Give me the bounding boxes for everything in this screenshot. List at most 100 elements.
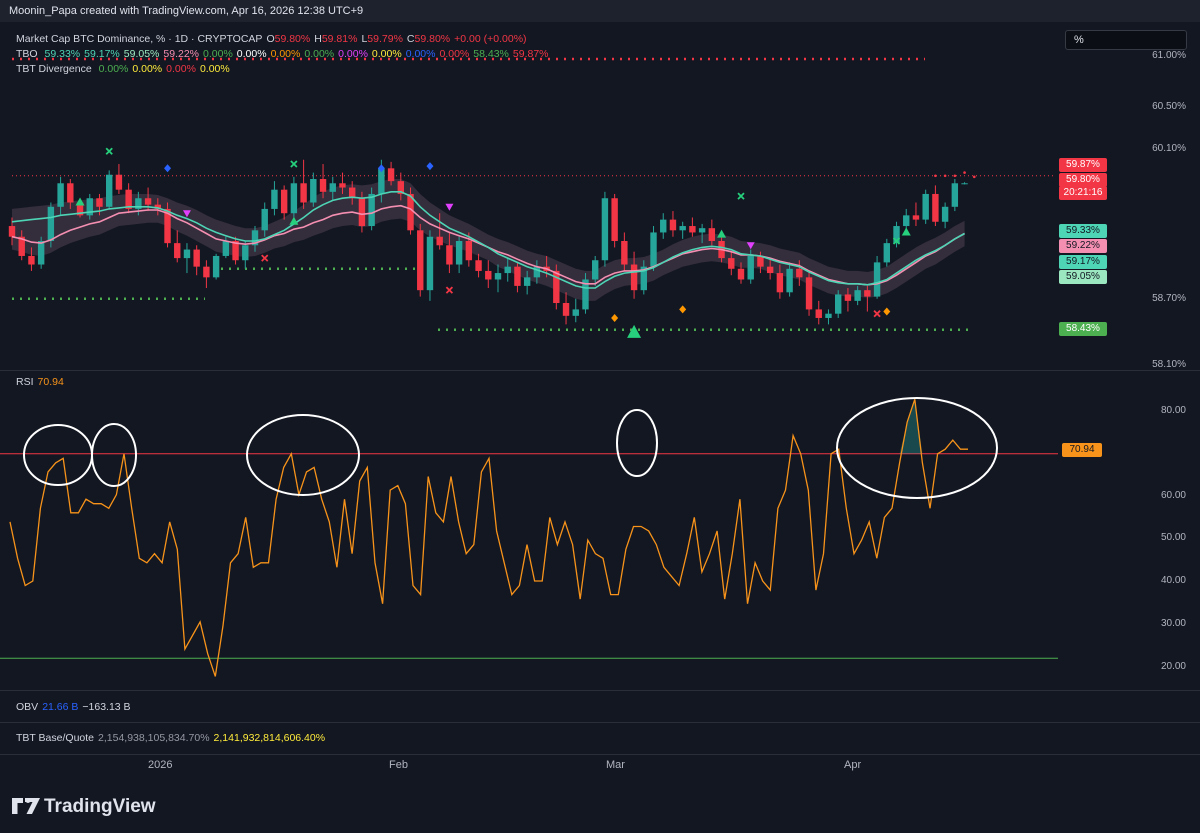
candle-body — [932, 193, 939, 222]
plot-area[interactable] — [0, 22, 1200, 755]
candle-body — [601, 198, 609, 261]
obv-value-2: −163.13 B — [82, 701, 131, 713]
diamond-marker — [611, 313, 619, 322]
tbo-value: 0.00% — [270, 48, 301, 60]
sell-signal-marker — [445, 203, 454, 211]
candle-body — [485, 270, 492, 280]
candle-body — [319, 179, 327, 192]
candle-body — [864, 290, 871, 297]
projection-dot — [934, 174, 937, 178]
cross-marker — [445, 286, 454, 294]
tbt-bq-label: TBT Base/Quote — [16, 732, 95, 744]
candle-body — [562, 303, 570, 316]
candle-body — [164, 208, 171, 244]
candle-body — [154, 204, 161, 209]
price-tag-ema: 59.22% — [1059, 239, 1107, 253]
tbo-value: 58.43% — [473, 48, 509, 60]
tbo-value: 0.00% — [203, 48, 233, 60]
tbo-value: 0.00% — [236, 48, 267, 60]
candle-body — [349, 187, 356, 199]
candle-body — [494, 273, 502, 280]
cross-marker — [892, 237, 901, 245]
change-value: +0.00 (+0.00%) — [454, 33, 527, 45]
candle-body — [611, 198, 618, 241]
candle-body — [825, 313, 832, 318]
candle-body — [465, 241, 473, 261]
candle-body — [747, 255, 754, 280]
tbo-value: 0.00% — [405, 48, 436, 60]
candle-body — [514, 266, 521, 286]
brand-name: TradingView — [44, 796, 156, 817]
pane-separator[interactable] — [0, 370, 1200, 371]
candle-body — [407, 193, 414, 231]
candle-body — [96, 198, 103, 207]
price-tag-tbo-1: 59.33% — [1059, 224, 1107, 238]
price-axis-label: 58.70% — [1152, 293, 1186, 304]
rsi-overbought-fill — [899, 399, 930, 454]
candle-body — [271, 189, 278, 209]
tbo-value: 59.22% — [163, 48, 200, 60]
tradingview-logo[interactable]: TradingView — [12, 796, 156, 818]
candle-body — [426, 236, 434, 291]
candle-body — [844, 294, 852, 301]
cross-marker — [737, 192, 745, 200]
obv-info: OBV 21.66 B −163.13 B — [16, 701, 135, 713]
chart-svg[interactable] — [0, 0, 1200, 755]
candle-body — [912, 215, 920, 220]
tbo-value: 0.00% — [304, 48, 335, 60]
buy-signal-marker — [901, 227, 911, 236]
candle-body — [387, 168, 395, 182]
candle-body — [125, 189, 132, 209]
price-tag-countdown: 20:21:16 — [1059, 186, 1107, 200]
candle-body — [650, 232, 657, 267]
o-value: 59.80% — [274, 33, 311, 45]
candle-body — [757, 255, 764, 267]
candle-body — [854, 290, 861, 301]
rsi-value: 70.94 — [37, 376, 64, 388]
candle-body — [621, 241, 628, 265]
h-value: 59.81% — [321, 33, 358, 45]
pane-separator[interactable] — [0, 690, 1200, 691]
rsi-axis-label: 50.00 — [1160, 532, 1186, 543]
candle-body — [135, 198, 142, 209]
rsi-axis-label: 30.00 — [1160, 618, 1186, 629]
candle-body — [300, 183, 307, 203]
candle-body — [708, 228, 716, 241]
obv-value-1: 21.66 B — [42, 701, 79, 713]
candle-body — [805, 277, 813, 310]
tbo-info: TBO 59.33% 59.17% 59.05% 59.22% 0.00% 0.00% 0.… — [16, 48, 553, 60]
candle-body — [728, 258, 735, 269]
pane-separator[interactable] — [0, 722, 1200, 723]
projection-dot — [963, 171, 966, 174]
candle-body — [290, 183, 298, 214]
buy-signal-marker — [289, 216, 299, 225]
candle-body — [951, 183, 959, 207]
candle-body — [689, 226, 696, 233]
candle-body — [533, 266, 541, 278]
symbol-info: Market Cap BTC Dominance, % · 1D · CRYPT… — [16, 33, 531, 45]
candle-body — [815, 309, 822, 318]
projection-dot — [953, 174, 957, 178]
obv-label: OBV — [16, 701, 39, 713]
candle-body — [378, 168, 385, 194]
unit-box[interactable]: % — [1065, 30, 1187, 50]
candle-body — [242, 245, 249, 261]
candle-body — [504, 266, 511, 274]
candle-body — [961, 183, 968, 185]
header-caption: Moonin_Papa created with TradingView.com… — [9, 5, 364, 17]
sell-signal-marker — [746, 242, 755, 250]
candle-body — [222, 241, 230, 256]
projection-dot — [943, 174, 947, 178]
candle-body — [941, 206, 949, 222]
price-pane — [8, 57, 1055, 338]
price-axis-label: 60.50% — [1152, 101, 1186, 112]
candle-body — [47, 206, 55, 241]
candle-body — [358, 198, 366, 227]
candle-body — [553, 270, 560, 303]
candle-body — [310, 179, 317, 203]
candle-body — [76, 202, 84, 216]
footer — [0, 755, 1200, 833]
candle-body — [144, 198, 152, 205]
candle-body — [261, 208, 268, 231]
l-label: L — [361, 33, 368, 45]
